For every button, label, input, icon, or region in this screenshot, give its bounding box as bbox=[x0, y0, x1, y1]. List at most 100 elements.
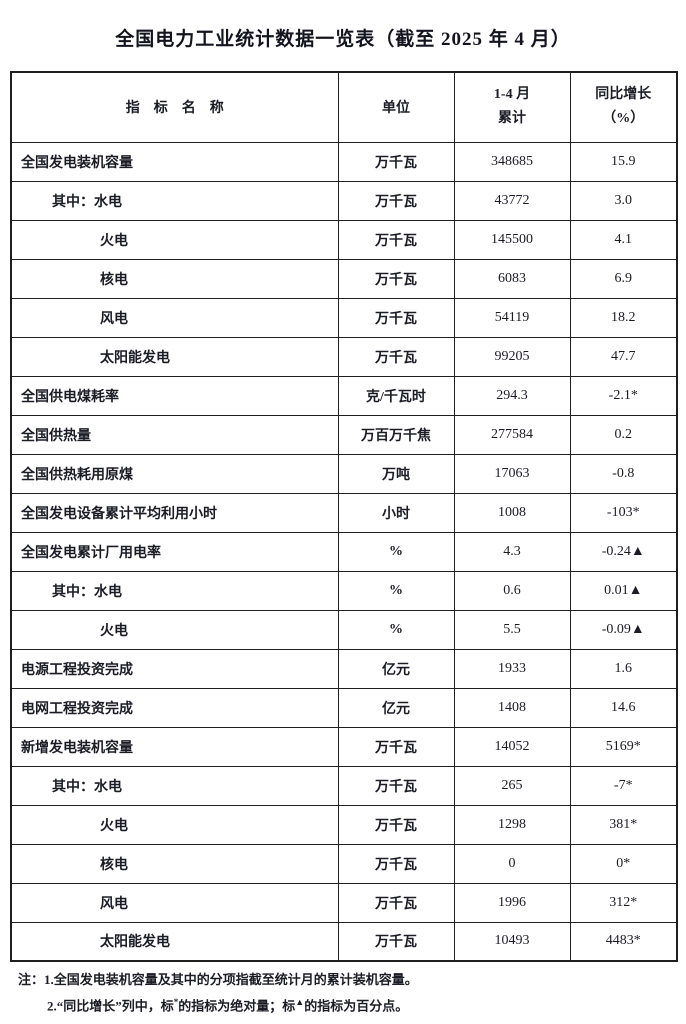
value-cell: 294.3 bbox=[453, 375, 571, 416]
growth-cell: 381* bbox=[569, 804, 678, 845]
indicator-name-cell: 火电 bbox=[10, 804, 339, 845]
value-cell: 17063 bbox=[453, 453, 571, 494]
growth-cell: -103* bbox=[569, 492, 678, 533]
unit-cell: 万千瓦 bbox=[337, 219, 455, 260]
value-cell: 265 bbox=[453, 765, 571, 806]
indicator-name-cell: 风电 bbox=[10, 297, 339, 338]
table-row: 风电 万千瓦 1996 312* bbox=[10, 882, 678, 923]
indicator-name-cell: 全国发电装机容量 bbox=[10, 141, 339, 182]
unit-cell: 亿元 bbox=[337, 648, 455, 689]
table-row: 全国发电设备累计平均利用小时 小时 1008 -103* bbox=[10, 492, 678, 533]
indicator-name-cell: 全国供热量 bbox=[10, 414, 339, 455]
table-row: 核电 万千瓦 6083 6.9 bbox=[10, 258, 678, 299]
notes: 注：1.全国发电装机容量及其中的分项指截至统计月的累计装机容量。 2.“同比增长… bbox=[18, 969, 686, 1017]
unit-cell: 万千瓦 bbox=[337, 843, 455, 884]
header-row: 指 标 名 称 单位 1-4 月 累计 同比增长 （%） bbox=[10, 71, 678, 143]
note2-text: 2.“同比增长”列中，标 bbox=[47, 998, 174, 1014]
growth-cell: -7* bbox=[569, 765, 678, 806]
unit-cell: 万千瓦 bbox=[337, 258, 455, 299]
table-row: 太阳能发电 万千瓦 99205 47.7 bbox=[10, 336, 678, 377]
unit-cell: % bbox=[337, 531, 455, 572]
value-cell: 10493 bbox=[453, 921, 571, 962]
indicator-name-cell: 核电 bbox=[10, 258, 339, 299]
growth-cell: 0.2 bbox=[569, 414, 678, 455]
statistics-table: 指 标 名 称 单位 1-4 月 累计 同比增长 （%） 全国发电装机容量 万千… bbox=[10, 71, 678, 962]
unit-cell: 万千瓦 bbox=[337, 297, 455, 338]
unit-cell: 万千瓦 bbox=[337, 882, 455, 923]
table-body: 全国发电装机容量 万千瓦 348685 15.9 其中：水电 万千瓦 43772… bbox=[10, 141, 678, 962]
table-row: 全国发电累计厂用电率 % 4.3 -0.24▲ bbox=[10, 531, 678, 572]
table-row: 全国供热耗用原煤 万吨 17063 -0.8 bbox=[10, 453, 678, 494]
indicator-name-cell: 风电 bbox=[10, 882, 339, 923]
col-header-growth-line2: （%） bbox=[602, 111, 645, 127]
indicator-name-cell: 新增发电装机容量 bbox=[10, 726, 339, 767]
unit-cell: 万千瓦 bbox=[337, 765, 455, 806]
col-header-period-line1: 1-4 月 bbox=[493, 86, 531, 102]
indicator-name-cell: 电源工程投资完成 bbox=[10, 648, 339, 689]
unit-cell: 小时 bbox=[337, 492, 455, 533]
unit-cell: 亿元 bbox=[337, 687, 455, 728]
unit-cell: % bbox=[337, 609, 455, 650]
growth-cell: 15.9 bbox=[569, 141, 678, 182]
table-row: 其中：水电 % 0.6 0.01▲ bbox=[10, 570, 678, 611]
note2-text: 的指标为百分点。 bbox=[304, 998, 409, 1014]
value-cell: 1298 bbox=[453, 804, 571, 845]
value-cell: 43772 bbox=[453, 180, 571, 221]
indicator-name-cell: 太阳能发电 bbox=[10, 336, 339, 377]
table-row: 火电 万千瓦 1298 381* bbox=[10, 804, 678, 845]
col-header-indicator: 指 标 名 称 bbox=[10, 71, 339, 143]
table-row: 新增发电装机容量 万千瓦 14052 5169* bbox=[10, 726, 678, 767]
unit-cell: % bbox=[337, 570, 455, 611]
indicator-name-cell: 全国发电累计厂用电率 bbox=[10, 531, 339, 572]
table-row: 火电 % 5.5 -0.09▲ bbox=[10, 609, 678, 650]
unit-cell: 万千瓦 bbox=[337, 804, 455, 845]
unit-cell: 万百万千焦 bbox=[337, 414, 455, 455]
value-cell: 1933 bbox=[453, 648, 571, 689]
note-line-1: 注：1.全国发电装机容量及其中的分项指截至统计月的累计装机容量。 bbox=[18, 972, 418, 987]
table-row: 电网工程投资完成 亿元 1408 14.6 bbox=[10, 687, 678, 728]
page-title: 全国电力工业统计数据一览表（截至 2025 年 4 月） bbox=[115, 29, 571, 50]
indicator-name-cell: 火电 bbox=[10, 219, 339, 260]
growth-cell: -0.24▲ bbox=[569, 531, 678, 572]
indicator-name-cell: 电网工程投资完成 bbox=[10, 687, 339, 728]
col-header-period: 1-4 月 累计 bbox=[453, 71, 571, 143]
indicator-name-cell: 核电 bbox=[10, 843, 339, 884]
table-row: 其中：水电 万千瓦 265 -7* bbox=[10, 765, 678, 806]
growth-cell: 1.6 bbox=[569, 648, 678, 689]
value-cell: 54119 bbox=[453, 297, 571, 338]
growth-cell: -0.8 bbox=[569, 453, 678, 494]
value-cell: 0 bbox=[453, 843, 571, 884]
value-cell: 1008 bbox=[453, 492, 571, 533]
unit-cell: 万吨 bbox=[337, 453, 455, 494]
growth-cell: 4483* bbox=[569, 921, 678, 962]
indicator-name-cell: 火电 bbox=[10, 609, 339, 650]
growth-cell: 47.7 bbox=[569, 336, 678, 377]
table-header: 指 标 名 称 单位 1-4 月 累计 同比增长 （%） bbox=[10, 71, 678, 143]
growth-cell: -2.1* bbox=[569, 375, 678, 416]
indicator-name-cell: 其中：水电 bbox=[10, 180, 339, 221]
unit-cell: 克/千瓦时 bbox=[337, 375, 455, 416]
unit-cell: 万千瓦 bbox=[337, 180, 455, 221]
unit-cell: 万千瓦 bbox=[337, 141, 455, 182]
unit-cell: 万千瓦 bbox=[337, 336, 455, 377]
note2-star-mark: * bbox=[173, 997, 179, 1007]
value-cell: 14052 bbox=[453, 726, 571, 767]
growth-cell: 312* bbox=[569, 882, 678, 923]
indicator-name-cell: 其中：水电 bbox=[10, 765, 339, 806]
table-row: 火电 万千瓦 145500 4.1 bbox=[10, 219, 678, 260]
note2-text: 的指标为绝对量；标 bbox=[178, 998, 296, 1014]
col-header-growth-line1: 同比增长 bbox=[595, 86, 652, 102]
indicator-name-cell: 太阳能发电 bbox=[10, 921, 339, 962]
indicator-name-cell: 全国发电设备累计平均利用小时 bbox=[10, 492, 339, 533]
value-cell: 4.3 bbox=[453, 531, 571, 572]
note2-triangle-mark: ▲ bbox=[295, 997, 305, 1007]
growth-cell: 0.01▲ bbox=[569, 570, 678, 611]
value-cell: 277584 bbox=[453, 414, 571, 455]
table-row: 风电 万千瓦 54119 18.2 bbox=[10, 297, 678, 338]
table-row: 其中：水电 万千瓦 43772 3.0 bbox=[10, 180, 678, 221]
indicator-name-cell: 全国供电煤耗率 bbox=[10, 375, 339, 416]
table-row: 电源工程投资完成 亿元 1933 1.6 bbox=[10, 648, 678, 689]
value-cell: 5.5 bbox=[453, 609, 571, 650]
col-header-unit: 单位 bbox=[337, 71, 455, 143]
